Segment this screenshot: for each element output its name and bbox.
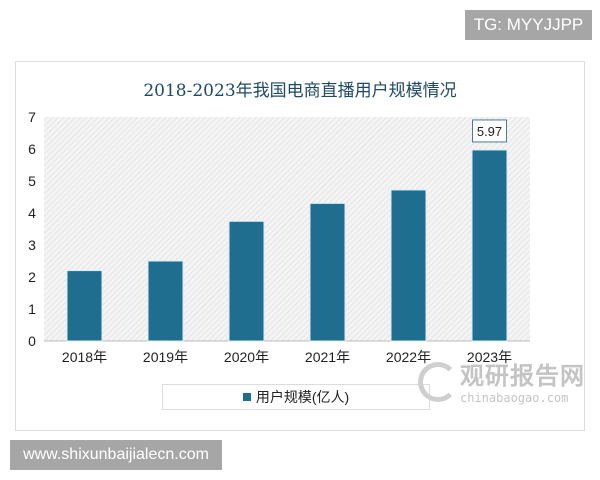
chart-panel: [15, 61, 585, 431]
brand-name: 观研报告网: [460, 363, 585, 390]
legend-label: 用户规模(亿人): [255, 389, 350, 405]
x-tick-label: 2018年: [62, 349, 107, 365]
data-label-box: [472, 119, 507, 143]
x-tick-label: 2019年: [143, 349, 188, 365]
watermark-site: www.shixunbaijialecn.com: [10, 440, 222, 470]
x-tick-label: 2023年: [467, 349, 512, 365]
bar-2022年: [390, 189, 427, 342]
bar-2021年: [309, 202, 346, 342]
legend: 用户规模(亿人): [162, 384, 430, 410]
brand-url: chinabaogao.com: [460, 391, 569, 405]
y-tick-label: 1: [28, 301, 36, 317]
plot-area: [44, 117, 530, 341]
bar-2023年: [471, 149, 508, 342]
x-tick-label: 2022年: [386, 349, 431, 365]
x-tick-label: 2021年: [305, 349, 350, 365]
y-tick-label: 6: [28, 141, 36, 157]
x-tick-label: 2020年: [224, 349, 269, 365]
bar-2018年: [66, 270, 103, 342]
watermark-tg: TG: MYYJJPP: [465, 10, 592, 40]
y-tick-label: 3: [28, 237, 36, 253]
brand-logo-icon: [418, 362, 458, 402]
bar-2019年: [147, 260, 184, 342]
chart-title: 2018-2023年我国电商直播用户规模情况: [143, 81, 457, 101]
bar-2020年: [228, 220, 265, 342]
brand-watermark: 观研报告网 chinabaogao.com: [418, 356, 585, 405]
y-tick-label: 0: [28, 333, 36, 349]
data-label: 5.97: [477, 124, 502, 139]
y-tick-label: 7: [28, 109, 36, 125]
legend-swatch: [242, 393, 251, 401]
y-tick-label: 5: [28, 173, 36, 189]
y-tick-label: 4: [28, 205, 36, 221]
y-tick-label: 2: [28, 269, 36, 285]
